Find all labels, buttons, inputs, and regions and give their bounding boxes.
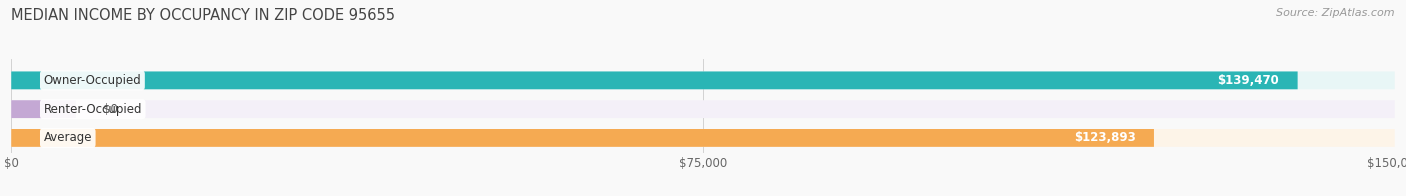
Text: Owner-Occupied: Owner-Occupied xyxy=(44,74,141,87)
Text: MEDIAN INCOME BY OCCUPANCY IN ZIP CODE 95655: MEDIAN INCOME BY OCCUPANCY IN ZIP CODE 9… xyxy=(11,8,395,23)
FancyBboxPatch shape xyxy=(11,72,1298,89)
Text: Renter-Occupied: Renter-Occupied xyxy=(44,103,142,116)
FancyBboxPatch shape xyxy=(11,72,1395,89)
Text: $139,470: $139,470 xyxy=(1218,74,1279,87)
FancyBboxPatch shape xyxy=(11,129,1395,147)
Text: Average: Average xyxy=(44,132,91,144)
Text: Source: ZipAtlas.com: Source: ZipAtlas.com xyxy=(1277,8,1395,18)
FancyBboxPatch shape xyxy=(11,100,76,118)
Text: $123,893: $123,893 xyxy=(1074,132,1136,144)
FancyBboxPatch shape xyxy=(11,100,1395,118)
Text: $0: $0 xyxy=(104,103,118,116)
FancyBboxPatch shape xyxy=(11,129,1154,147)
